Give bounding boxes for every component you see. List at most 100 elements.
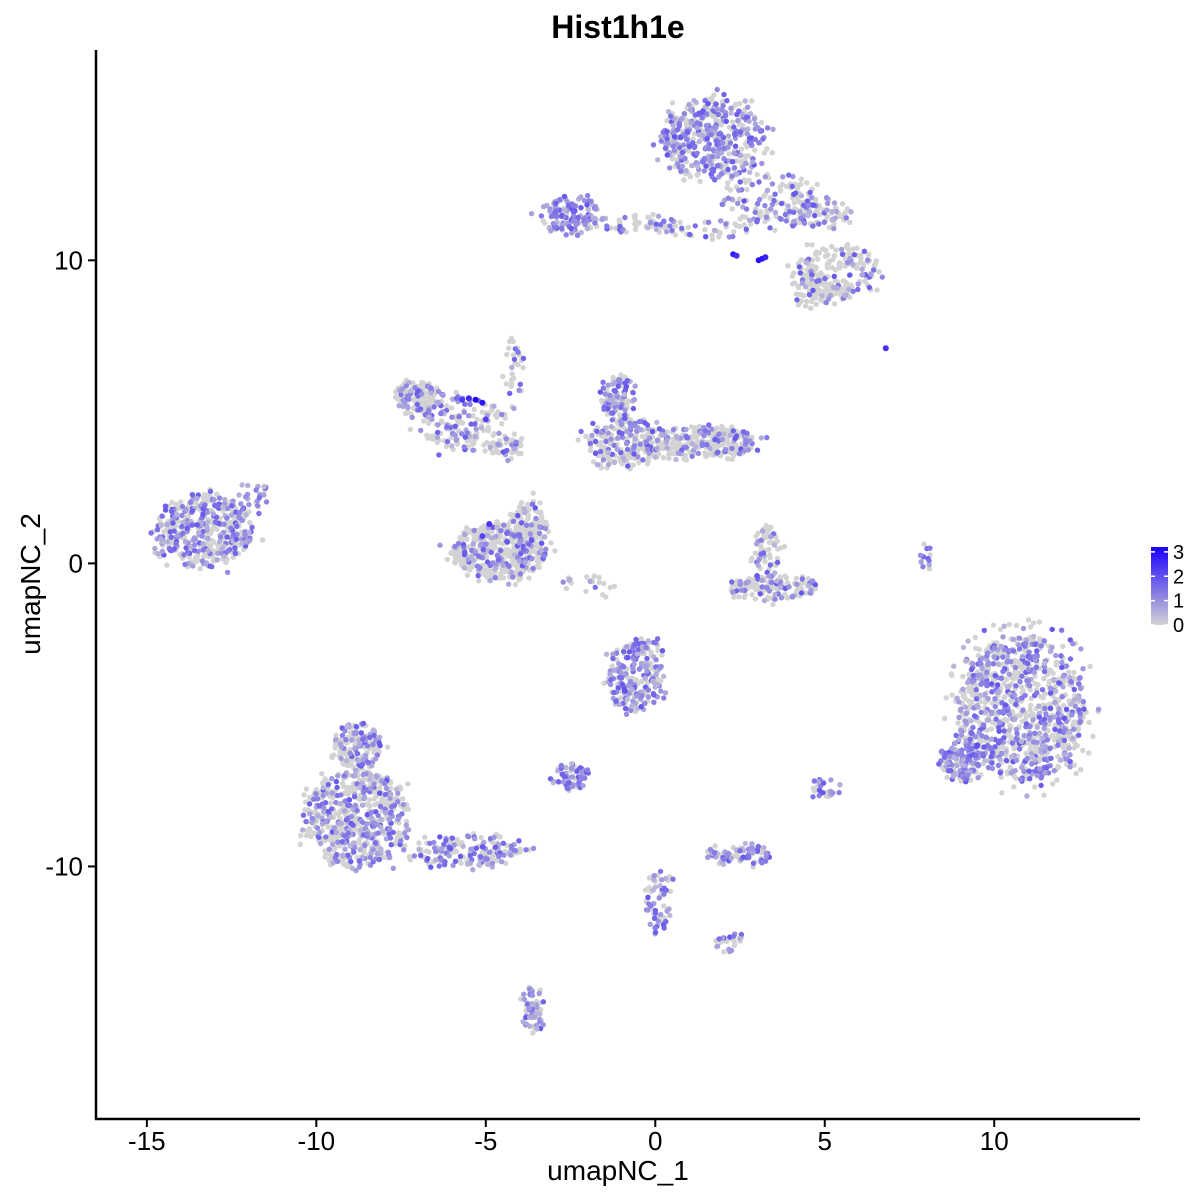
cell-point: [168, 547, 175, 553]
cell-point: [717, 453, 724, 459]
cell-point: [729, 579, 735, 585]
cell-point: [232, 545, 238, 551]
cell-point: [455, 541, 462, 547]
cell-point: [725, 166, 731, 173]
cell-point: [744, 114, 750, 120]
cell-point: [331, 752, 337, 758]
cell-point: [703, 234, 709, 240]
cell-point: [597, 448, 604, 455]
cell-point: [632, 221, 638, 227]
cell-point: [683, 426, 689, 433]
cell-point: [664, 229, 670, 235]
cell-point: [192, 542, 198, 548]
cell-point: [803, 303, 809, 309]
cell-point: [1023, 750, 1029, 757]
cell-point: [757, 591, 763, 597]
cell-point: [1067, 764, 1073, 770]
cell-point: [988, 726, 995, 732]
cell-point: [767, 562, 773, 568]
cell-point: [1080, 666, 1086, 672]
cell-point: [951, 663, 957, 669]
cell-point: [958, 778, 964, 784]
cell-point: [982, 757, 988, 764]
cell-point: [462, 549, 468, 555]
cell-point: [605, 430, 611, 436]
cell-point: [209, 564, 215, 570]
cell-point: [436, 452, 442, 458]
cell-point: [816, 221, 822, 227]
cell-point: [725, 133, 732, 139]
cell-point: [609, 381, 616, 387]
cell-point: [438, 410, 444, 417]
cell-point: [332, 743, 339, 749]
cell-point: [1042, 691, 1048, 697]
cell-point: [778, 595, 785, 601]
cell-point: [598, 397, 605, 404]
cell-point: [485, 424, 491, 430]
cell-point: [426, 414, 432, 420]
cell-point: [704, 127, 710, 133]
cell-point: [154, 527, 161, 533]
cell-point: [208, 528, 214, 534]
cell-point: [631, 443, 638, 449]
cell-point: [654, 437, 661, 443]
cell-point: [617, 223, 623, 230]
cell-point: [1053, 688, 1059, 694]
cell-point: [808, 194, 815, 201]
cell-point: [966, 688, 972, 694]
cell-point: [747, 217, 753, 223]
cell-point: [662, 145, 669, 151]
cell-point: [478, 834, 484, 841]
cell-point: [682, 155, 688, 162]
cell-point: [627, 424, 634, 430]
cell-point: [660, 455, 667, 461]
cell-point: [768, 534, 774, 540]
cell-point: [794, 297, 800, 303]
cell-point: [189, 508, 196, 514]
cell-point: [1038, 643, 1044, 649]
cell-point: [745, 104, 751, 110]
cell-point: [624, 446, 631, 453]
cell-point: [344, 762, 350, 768]
cell-point: [710, 168, 717, 174]
cell-point: [683, 457, 690, 463]
cell-point: [1036, 619, 1043, 625]
cell-point: [704, 136, 710, 142]
cell-point: [1038, 693, 1044, 700]
cell-point: [463, 525, 470, 531]
cell-point: [1060, 744, 1066, 751]
cell-point: [685, 224, 691, 231]
cell-point: [742, 98, 748, 104]
cell-point: [741, 222, 747, 228]
cell-point: [492, 575, 498, 581]
cell-point: [874, 287, 880, 293]
cell-point: [402, 411, 409, 417]
cell-point: [766, 539, 772, 546]
cell-point: [728, 105, 734, 112]
cell-point: [1078, 766, 1084, 773]
cell-point: [357, 795, 363, 802]
cell-point: [526, 575, 532, 581]
cell-point: [1008, 698, 1014, 705]
cell-point: [729, 206, 735, 212]
cell-point: [510, 352, 517, 358]
cell-point: [694, 150, 700, 156]
cell-point: [759, 577, 765, 583]
cell-point: [1012, 664, 1019, 671]
cell-point: [547, 206, 553, 212]
cell-point: [496, 430, 502, 436]
cell-point: [960, 644, 967, 651]
cell-point: [340, 750, 347, 756]
cell-point: [796, 219, 802, 226]
cell-point: [972, 634, 978, 641]
cell-point: [204, 536, 211, 542]
cell-point: [478, 425, 485, 431]
cell-point: [809, 257, 816, 263]
cell-point: [798, 193, 805, 199]
cell-point: [702, 428, 709, 434]
cell-point: [563, 232, 569, 238]
cell-point: [349, 784, 355, 790]
cell-point: [479, 409, 486, 415]
cell-point: [806, 292, 813, 298]
cell-point: [680, 142, 687, 148]
